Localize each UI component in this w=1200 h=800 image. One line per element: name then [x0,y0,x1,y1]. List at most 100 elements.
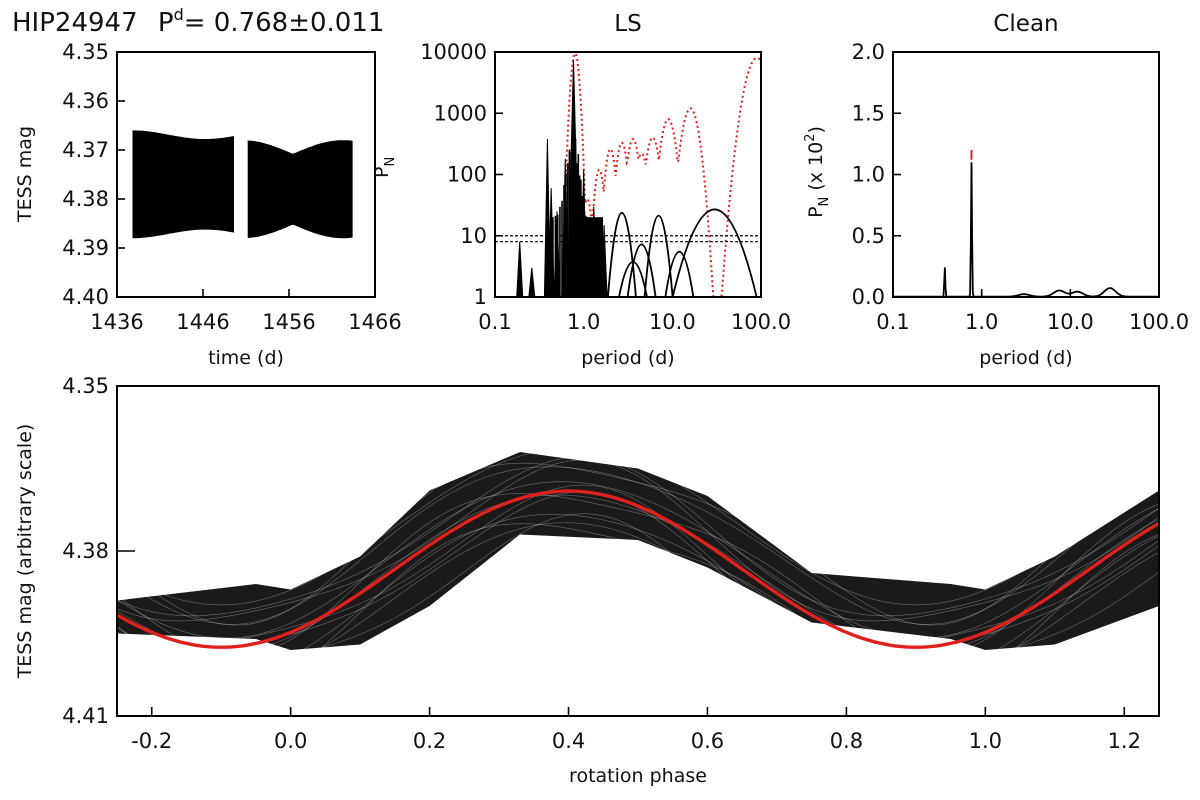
ls-panel: LS 0.1 1.0 10.0 100.0 1 10 100 1000 10000 period… [371,11,791,369]
phased-cycle-texture [116,448,1160,606]
ls-peak [528,267,536,298]
clean-ytick-label: 2.0 [852,40,885,64]
ls-ylabel-sub: N [383,157,398,167]
ls-ytick-label: 100 [447,163,487,187]
phased-fit-curve [116,489,1160,649]
clean-ytick-label: 1.5 [852,101,885,125]
star-name: HIP24947 [12,8,138,38]
phased-cycle-texture [116,456,1160,617]
clean-xtick-label: 1.0 [965,310,998,334]
ls-axes-frame [494,51,762,298]
period-superscript: d [174,5,184,24]
phased-ylabel: TESS mag (arbitrary scale) [14,424,36,680]
ls-ytick-label: 1000 [434,101,487,125]
phased-cycle-texture [116,491,1160,652]
phased-ytick-label: 4.41 [62,704,109,728]
phased-xtick-label: -0.2 [131,729,172,753]
clean-xlabel: period (d) [979,347,1072,369]
lightcurve-xtick-label: 1456 [262,310,315,334]
ls-data [495,52,762,298]
phased-xtick-label: 0.2 [413,729,446,753]
clean-ylabel: PN (x 102) [803,126,832,218]
ls-ylabel: PN [371,157,398,178]
phased-cycle-texture [116,513,1160,676]
lightcurve-xlabel: time (d) [208,347,284,369]
clean-ytick-label: 0.5 [852,224,885,248]
clean-panel: Clean 0.1 1.0 10.0 100.0 0.0 0.5 1.0 1.5 2.0 per… [803,11,1189,369]
phased-ytick-label: 4.38 [62,539,109,563]
lightcurve-ytick-label: 4.37 [62,138,109,162]
phased-cycle-texture [116,462,1160,626]
phased-data [116,448,1160,687]
phased-scatter-band [117,452,1159,650]
ls-xtick-label: 1.0 [567,310,600,334]
clean-ylabel-main: P [805,206,827,217]
clean-data [893,150,1159,298]
phased-xtick-label: 0.8 [830,729,863,753]
lightcurve-ytick-label: 4.39 [62,236,109,260]
phased-xtick-label: 1.0 [969,729,1002,753]
clean-xtick-label: 0.1 [876,310,909,334]
phased-cycle-texture [116,513,1160,672]
lightcurve-segment-1 [132,130,234,239]
phased-cycle-texture [116,493,1160,657]
ls-peak [664,250,695,298]
ls-ylabel-main: P [371,167,393,178]
lightcurve-ylabel: TESS mag [14,126,36,223]
clean-xtick-label: 100.0 [1129,310,1189,334]
ls-peak [626,243,657,298]
figure-title: HIP24947 Pd= 0.768±0.011 [12,5,384,38]
phased-xtick-label: 1.2 [1108,729,1141,753]
ls-xtick-label: 10.0 [649,310,696,334]
ls-xlabel: period (d) [581,347,674,369]
clean-ylabel-scale: (x 10 [805,142,827,197]
phased-cycle-texture [116,481,1160,639]
lightcurve-segment-2 [247,140,353,239]
ls-xtick-label: 0.1 [478,310,511,334]
clean-ylabel-exponent: 2 [803,134,818,142]
clean-ytick-label: 0.0 [852,285,885,309]
ls-peak [607,211,637,298]
lightcurve-data [132,130,353,239]
phased-axes-frame [116,385,1160,717]
lightcurve-axes-frame [116,51,376,298]
period-value: = 0.768±0.011 [184,8,385,38]
phased-xtick-label: 0.0 [274,729,307,753]
ls-ytick-label: 10000 [420,40,487,64]
clean-axes-frame [892,51,1160,298]
phased-ytick-label: 4.35 [62,374,109,398]
clean-ylabel-close: ) [805,126,827,133]
phased-panel: -0.2 0.0 0.2 0.4 0.6 0.8 1.0 1.2 4.35 4.38 4.41 ro… [14,374,1160,787]
period-symbol: P [158,8,174,38]
phased-xlabel: rotation phase [569,765,707,787]
ls-ytick-label: 1 [474,285,487,309]
lightcurve-ytick-label: 4.36 [62,89,109,113]
clean-spectrum [893,162,1159,298]
phased-xtick-label: 0.6 [691,729,724,753]
phased-cycle-texture [116,466,1160,625]
clean-xtick-label: 10.0 [1047,310,1094,334]
lightcurve-xtick-label: 1436 [90,310,143,334]
phased-cycle-texture [116,523,1160,687]
ls-title: LS [614,11,641,37]
lightcurve-xtick-label: 1446 [176,310,229,334]
ls-xtick-label: 100.0 [731,310,791,334]
ls-peak [643,214,674,298]
lightcurve-ytick-label: 4.38 [62,187,109,211]
lightcurve-xtick-label: 1466 [348,310,401,334]
phased-cycle-texture [116,459,1160,622]
phased-xtick-label: 0.4 [552,729,585,753]
clean-ylabel-sub: N [817,197,832,207]
lightcurve-panel: 1436 1446 1456 1466 4.35 4.36 4.37 4.38 4.39 4.40… [14,40,402,369]
phased-cycle-texture [116,484,1160,646]
ls-window-series [537,52,762,298]
ls-peak [671,208,758,298]
lightcurve-ytick-label: 4.40 [62,285,109,309]
phased-cycle-texture [116,522,1160,680]
ls-peak [516,241,524,298]
lightcurve-ytick-label: 4.35 [62,40,109,64]
phased-cycle-texture [116,494,1160,653]
clean-title: Clean [993,11,1058,37]
clean-ytick-label: 1.0 [852,163,885,187]
